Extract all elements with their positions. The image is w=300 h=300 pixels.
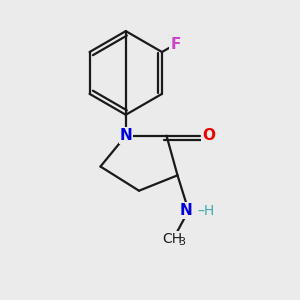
Text: N: N (119, 128, 132, 143)
Text: 3: 3 (178, 238, 185, 248)
Text: –H: –H (197, 203, 214, 218)
Text: N: N (180, 203, 193, 218)
Text: O: O (202, 128, 215, 143)
Text: F: F (170, 37, 181, 52)
Text: CH: CH (162, 232, 182, 246)
